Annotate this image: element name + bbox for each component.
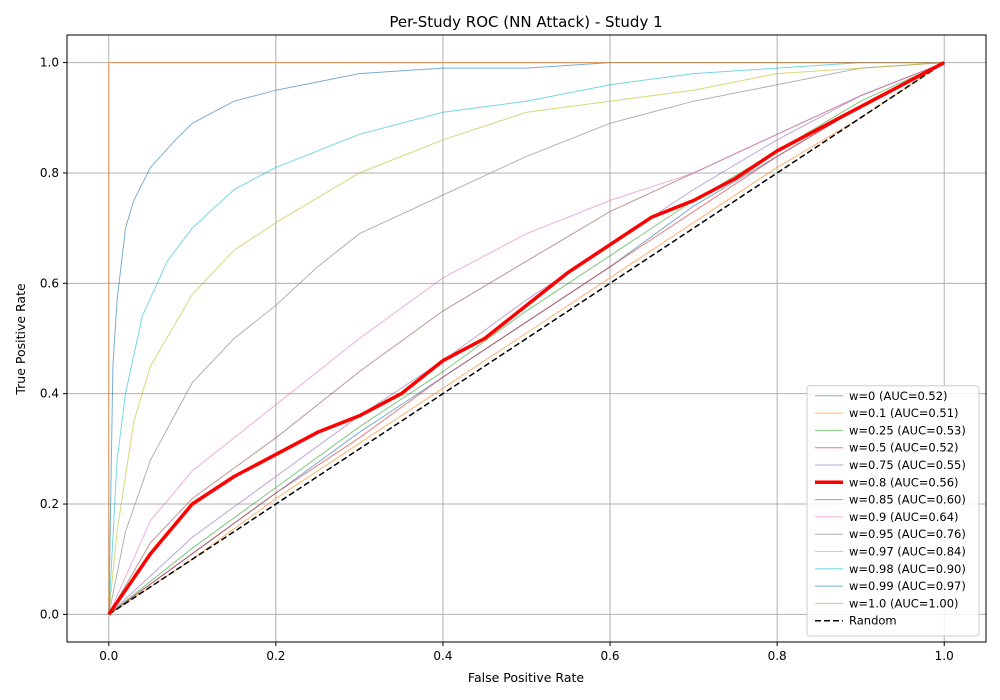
series-line-9 (108, 62, 945, 615)
plot-frame (66, 34, 987, 643)
y-tick-label: 0.6 (40, 276, 59, 290)
axis-ticks: 0.0 0.2 0.4 0.6 0.8 1.0 0.0 0.2 0.4 0.6 0.8 1.0 (40, 56, 954, 663)
y-tick-label: 1.0 (40, 56, 59, 70)
y-tick-label: 0.4 (40, 387, 59, 401)
series-line-10 (108, 62, 945, 615)
legend-label: w=0.9 (AUC=0.64) (849, 510, 959, 524)
x-tick-label: 0.4 (433, 649, 452, 663)
legend-label: w=0.25 (AUC=0.53) (849, 423, 966, 437)
legend-label: w=0.95 (AUC=0.76) (849, 527, 966, 541)
y-tick-label: 0.2 (40, 497, 59, 511)
series-layer (107, 61, 946, 616)
random-reference-line (108, 61, 945, 616)
x-tick-label: 0.0 (99, 649, 118, 663)
legend-label: w=0 (AUC=0.52) (849, 389, 948, 403)
legend-label: w=0.75 (AUC=0.55) (849, 458, 966, 472)
legend-label: w=0.5 (AUC=0.52) (849, 441, 959, 455)
y-axis-label: True Positive Rate (13, 283, 28, 396)
legend-label: w=1.0 (AUC=1.00) (849, 596, 959, 610)
grid (67, 35, 986, 642)
x-tick-label: 0.6 (600, 649, 619, 663)
legend-label: Random (849, 614, 897, 628)
y-tick-label: 0.0 (40, 607, 59, 621)
legend-label: w=0.98 (AUC=0.90) (849, 562, 966, 576)
legend-label: w=0.99 (AUC=0.97) (849, 579, 966, 593)
x-tick-label: 0.2 (266, 649, 285, 663)
legend-label: w=0.97 (AUC=0.84) (849, 545, 966, 559)
series-line-7 (108, 62, 945, 615)
series-line-4 (108, 62, 945, 615)
series-line-3 (108, 62, 945, 615)
legend-label: w=0.1 (AUC=0.51) (849, 406, 959, 420)
x-tick-label: 0.8 (768, 649, 787, 663)
series-line-5-highlighted (107, 61, 946, 616)
y-tick-label: 0.8 (40, 166, 59, 180)
legend-label: w=0.85 (AUC=0.60) (849, 493, 966, 507)
legend-label: w=0.8 (AUC=0.56) (849, 475, 959, 489)
legend-box (806, 385, 980, 637)
series-line-1 (108, 62, 945, 615)
series-line-8 (108, 62, 945, 615)
legend: w=0 (AUC=0.52) w=0.1 (AUC=0.51) w=0.25 (AU… (806, 385, 980, 637)
chart-title: Per-Study ROC (NN Attack) - Study 1 (389, 13, 662, 31)
x-tick-label: 1.0 (935, 649, 954, 663)
series-line-12 (108, 62, 945, 615)
x-axis-label: False Positive Rate (468, 670, 584, 685)
